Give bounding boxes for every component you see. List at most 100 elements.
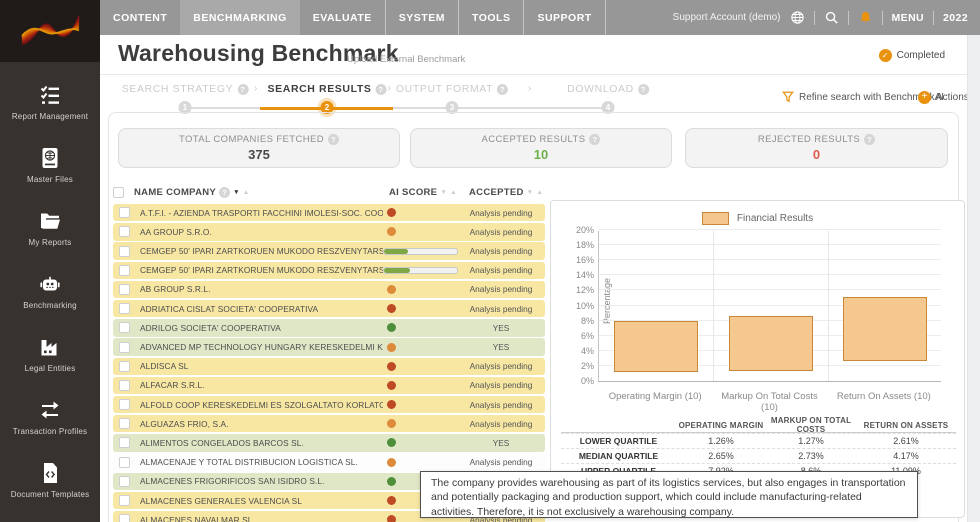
table-row[interactable]: ADVANCED MP TECHNOLOGY HUNGARY KERESKEDE… — [113, 338, 545, 356]
stat-card-value: 0 — [812, 147, 821, 162]
app-logo[interactable] — [0, 0, 100, 62]
sidebar-item-master-files[interactable]: Master Files — [0, 133, 100, 196]
sort-asc-icon[interactable]: ▲ — [242, 188, 250, 196]
sort-asc-icon[interactable]: ▲ — [536, 188, 544, 196]
column-header-name-company[interactable]: NAME COMPANY? ▼ ▲ — [134, 186, 389, 198]
sidebar-item-my-reports[interactable]: My Reports — [0, 196, 100, 259]
nav-item-content[interactable]: CONTENT — [113, 11, 168, 24]
table-row[interactable]: AA GROUP S.R.O. Analysis pending — [113, 223, 545, 241]
nav-item-evaluate[interactable]: EVALUATE — [300, 0, 386, 35]
upload-external-benchmark-link[interactable]: Upload External Benchmark — [347, 54, 466, 65]
nav-item-support[interactable]: SUPPORT — [524, 0, 606, 35]
row-checkbox[interactable] — [119, 207, 130, 219]
quartile-value: 1.27% — [798, 436, 824, 446]
year-selector[interactable]: 2022 — [943, 11, 968, 24]
help-icon[interactable]: ? — [497, 83, 509, 95]
help-icon[interactable]: ? — [637, 83, 649, 95]
step-output-format[interactable]: OUTPUT FORMAT? — [396, 83, 509, 95]
sidebar-item-benchmarking[interactable]: Benchmarking — [0, 259, 100, 322]
gridline — [599, 244, 941, 246]
row-checkbox[interactable] — [119, 226, 130, 238]
y-axis-label: Percentage — [602, 277, 612, 325]
sort-desc-icon[interactable]: ▼ — [440, 188, 448, 196]
step-circle-1[interactable]: 1 — [178, 101, 192, 114]
ai-score-dot-red — [387, 515, 396, 522]
sidebar-item-transaction-profiles[interactable]: Transaction Profiles — [0, 385, 100, 448]
step-circle-4[interactable]: 4 — [601, 101, 615, 114]
table-row[interactable]: ALFACAR S.R.L. Analysis pending — [113, 376, 545, 395]
chart-legend: Financial Results — [551, 212, 964, 225]
nav-item-benchmarking[interactable]: BENCHMARKING — [180, 0, 300, 35]
row-checkbox[interactable] — [119, 456, 130, 468]
select-all-checkbox[interactable] — [113, 186, 124, 198]
sidebar-item-partial[interactable] — [0, 511, 100, 522]
ai-score-dot-red — [387, 208, 396, 218]
table-row[interactable]: CEMGEP 50' IPARI ZARTKORUEN MUKODO RESZV… — [113, 261, 545, 279]
globe-icon[interactable] — [790, 10, 805, 25]
help-icon[interactable]: ? — [589, 134, 601, 145]
help-icon[interactable]: ? — [237, 83, 249, 95]
table-row[interactable]: A.T.F.I. - AZIENDA TRASPORTI FACCHINI IM… — [113, 204, 545, 222]
sort-desc-icon[interactable]: ▼ — [233, 188, 240, 196]
step-download[interactable]: DOWNLOAD? — [567, 83, 649, 95]
nav-item-system[interactable]: SYSTEM — [386, 0, 459, 35]
row-checkbox[interactable] — [119, 341, 130, 353]
table-row[interactable]: ALDISCA SL Analysis pending — [113, 357, 545, 375]
row-checkbox[interactable] — [119, 437, 130, 449]
row-checkbox[interactable] — [119, 283, 130, 295]
table-row[interactable]: ALMACENES NAVALMAR SL Analysis pending — [113, 511, 545, 522]
company-name: AB GROUP S.R.L. — [140, 284, 211, 295]
menu-button[interactable]: MENU — [891, 11, 925, 24]
help-icon[interactable]: ? — [375, 83, 387, 95]
help-icon[interactable]: ? — [864, 134, 876, 145]
sidebar-item-legal-entities[interactable]: Legal Entities — [0, 322, 100, 385]
row-checkbox[interactable] — [119, 264, 130, 276]
sort-desc-icon[interactable]: ▼ — [526, 188, 534, 196]
table-row[interactable]: ADRIATICA CISLAT SOCIETA' COOPERATIVA Ana… — [113, 299, 545, 318]
table-row[interactable]: ALMACENAJE Y TOTAL DISTRIBUCION LOGISTIC… — [113, 453, 545, 471]
step-circle-3[interactable]: 3 — [445, 101, 459, 114]
refine-search-button[interactable]: Refine search with BenchmarkAI — [782, 91, 944, 103]
table-row[interactable]: ALFOLD COOP KERESKEDELMI ES SZOLGALTATO … — [113, 395, 545, 414]
column-header-accepted[interactable]: ACCEPTED ▼ ▲ — [469, 187, 545, 198]
company-name: ALFACAR S.R.L. — [140, 380, 205, 391]
topbar-right: Support Account (demo) MENU 2022 — [673, 0, 980, 35]
actions-button[interactable]: + Actions — [918, 91, 969, 104]
ai-score-dot-orange — [387, 342, 396, 352]
table-row[interactable]: ADRILOG SOCIETA' COOPERATIVA YES — [113, 319, 545, 337]
row-checkbox[interactable] — [119, 495, 130, 506]
row-checkbox[interactable] — [119, 303, 130, 315]
bell-icon[interactable] — [858, 10, 873, 25]
table-row[interactable]: ALIMENTOS CONGELADOS BARCOS SL. YES — [113, 434, 545, 452]
table-row[interactable]: ALGUAZAS FRIO, S.A. Analysis pending — [113, 415, 545, 433]
table-row[interactable]: CEMGEP 50' IPARI ZARTKORUEN MUKODO RESZV… — [113, 242, 545, 260]
search-icon[interactable] — [824, 10, 839, 25]
table-row[interactable]: AB GROUP S.R.L. Analysis pending — [113, 280, 545, 299]
range-bar-operating-margin-10 — [614, 321, 699, 372]
scroll-gutter — [967, 35, 980, 522]
step-label-text: SEARCH STRATEGY — [121, 83, 234, 95]
company-name: ADRILOG SOCIETA' COOPERATIVA — [140, 322, 281, 333]
sidebar-item-report-management[interactable]: Report Management — [0, 70, 100, 133]
ai-score-dot-orange — [387, 284, 396, 294]
row-checkbox[interactable] — [119, 322, 130, 334]
help-icon[interactable]: ? — [219, 186, 231, 198]
step-circle-2[interactable]: 2 — [320, 101, 334, 114]
help-icon[interactable]: ? — [328, 134, 340, 145]
column-header-ai-score[interactable]: AI SCORE ▼ ▲ — [389, 187, 469, 198]
row-checkbox[interactable] — [119, 360, 130, 372]
row-checkbox[interactable] — [119, 379, 130, 391]
row-checkbox[interactable] — [119, 418, 130, 430]
nav-item-tools[interactable]: TOOLS — [459, 0, 525, 35]
quartile-value: 1.26% — [708, 436, 734, 446]
row-checkbox[interactable] — [119, 475, 130, 487]
row-checkbox[interactable] — [119, 245, 130, 257]
step-search-strategy[interactable]: SEARCH STRATEGY? — [122, 83, 249, 95]
row-checkbox[interactable] — [119, 399, 130, 411]
row-checkbox[interactable] — [119, 514, 130, 522]
tooltip-text: The company provides warehousing as part… — [431, 477, 906, 518]
sidebar-item-document-templates[interactable]: Document Templates — [0, 448, 100, 511]
step-search-results[interactable]: SEARCH RESULTS? — [268, 83, 387, 95]
quartile-header: MARKUP ON TOTAL COSTS — [770, 416, 852, 434]
sort-asc-icon[interactable]: ▲ — [450, 188, 457, 196]
